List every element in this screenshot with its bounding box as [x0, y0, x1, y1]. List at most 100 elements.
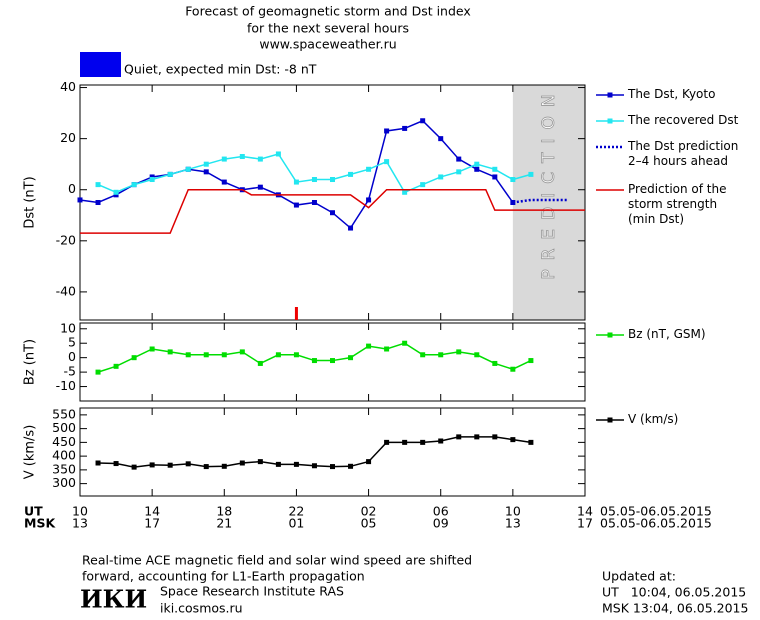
point [149, 346, 155, 352]
y-tick-label: -40 [56, 283, 76, 298]
point [149, 177, 155, 183]
legend-entry: The recovered Dst [628, 113, 739, 127]
legend-marker [607, 332, 613, 338]
point [203, 352, 209, 358]
point [149, 174, 155, 180]
y-tick-label: 450 [52, 434, 76, 449]
x-tick-label: 17 [144, 516, 160, 531]
prediction-label: PREDICTION [539, 85, 559, 279]
y-tick-label: 40 [60, 79, 76, 94]
point [438, 438, 444, 444]
x-tick-label: 22 [288, 504, 304, 519]
point [420, 439, 426, 445]
site: iki.cosmos.ru [160, 601, 243, 616]
y-tick-label: -20 [56, 232, 76, 247]
point [95, 200, 101, 205]
point [438, 136, 444, 142]
point [474, 434, 480, 440]
point [311, 463, 317, 469]
y-tick-label: 550 [52, 406, 76, 421]
status-box [80, 52, 121, 77]
point [149, 462, 155, 468]
point [95, 369, 101, 375]
x-tick-label: 09 [433, 516, 449, 531]
point [348, 463, 354, 469]
x-tick-label: 05 [361, 516, 377, 531]
y-tick-label: 5 [68, 335, 76, 350]
point [456, 349, 462, 355]
point [275, 352, 281, 358]
series-line [98, 436, 532, 468]
point [95, 182, 101, 188]
y-tick-label: 300 [52, 475, 76, 490]
point [348, 355, 354, 361]
status-text: Quiet, expected min Dst: -8 nT [124, 62, 317, 77]
x-tick-label: 18 [216, 504, 232, 519]
point [348, 171, 354, 177]
point [131, 355, 137, 361]
point [203, 169, 209, 175]
point [474, 352, 480, 358]
series-line [97, 342, 532, 373]
y-tick-label: 0 [68, 349, 76, 364]
institute: Space Research Institute RAS [160, 584, 344, 599]
point [311, 200, 317, 205]
x-tick-label: 14 [577, 504, 593, 519]
y-axis-label: Dst (nT) [23, 176, 38, 228]
point [366, 166, 372, 172]
point [185, 166, 191, 172]
x-tick-label: 21 [216, 516, 232, 531]
x-tick-label: 17 [577, 516, 593, 531]
point [167, 171, 173, 177]
series-line [512, 198, 567, 204]
point [293, 461, 299, 467]
logo: ИКИ [80, 585, 147, 614]
point [438, 352, 444, 358]
y-tick-label: 0 [68, 181, 76, 196]
date-label: 05.05-06.05.2015 [600, 516, 712, 531]
point [474, 166, 480, 172]
point [492, 434, 498, 440]
point [221, 156, 227, 162]
legend-entry: Prediction of the storm strength (min Ds… [628, 182, 727, 226]
x-tick-label: 14 [144, 504, 160, 519]
point [420, 182, 426, 188]
legend-marker [607, 417, 613, 423]
point [239, 154, 245, 160]
point [492, 360, 498, 366]
x-tick-label: 06 [433, 504, 449, 519]
point [402, 340, 408, 346]
point [330, 464, 335, 470]
point [366, 459, 372, 465]
point [510, 437, 516, 443]
point [185, 352, 191, 358]
point [275, 151, 281, 157]
legend-marker [607, 118, 613, 124]
legend-entry: Bz (nT, GSM) [628, 327, 706, 341]
legend-marker [607, 92, 613, 98]
point [167, 349, 173, 355]
point [420, 352, 426, 358]
point [456, 434, 462, 440]
y-axis-label: V (km/s) [23, 425, 38, 480]
x-tick-label: 10 [72, 504, 88, 519]
point [77, 197, 83, 203]
plot-frame [79, 407, 586, 497]
series-line [80, 188, 585, 234]
legend-entry: V (km/s) [628, 412, 679, 426]
title-line: for the next several hours [247, 21, 409, 36]
prediction-region [512, 85, 585, 320]
point [113, 189, 119, 195]
point [257, 184, 263, 190]
point [131, 464, 137, 470]
point [510, 366, 516, 372]
point [384, 159, 390, 165]
point [113, 192, 119, 198]
point [366, 197, 372, 203]
point [456, 156, 462, 162]
point [221, 179, 227, 185]
row-label: UT [24, 504, 43, 519]
x-tick-label: 13 [72, 516, 88, 531]
y-tick-label: 500 [52, 420, 76, 435]
